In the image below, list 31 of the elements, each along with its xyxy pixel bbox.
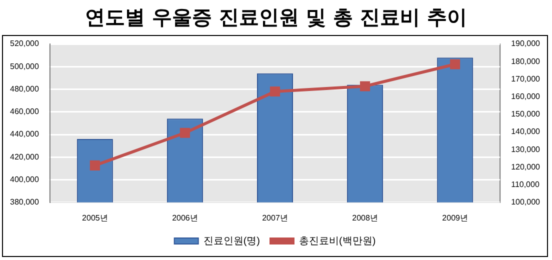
y2-tick-label: 110,000 [511, 180, 540, 190]
point [360, 81, 370, 92]
x-tick-label: 2009년 [442, 213, 468, 222]
y2-tick-label: 140,000 [511, 127, 541, 136]
y-tick-label: 400,000 [10, 174, 40, 184]
y-tick-label: 440,000 [10, 130, 40, 139]
point [450, 59, 460, 70]
y2-tick-label: 150,000 [511, 110, 541, 119]
x-tick-label: 2005년 [82, 213, 108, 222]
y2-tick-label: 120,000 [511, 162, 541, 172]
y-tick-label: 500,000 [10, 62, 40, 71]
x-tick-label: 2007년 [262, 213, 288, 222]
legend-label: 진료인원(명) [203, 236, 260, 247]
x-tick-label: 2006년 [172, 213, 198, 222]
chart-title: 연도별 우울증 진료인원 및 총 진료비 추이 [84, 4, 468, 31]
y2-tick-label: 180,000 [511, 56, 541, 66]
y-tick-label: 460,000 [10, 107, 40, 116]
y2-tick-label: 190,000 [511, 39, 541, 48]
point [90, 160, 100, 170]
y-tick-label: 420,000 [10, 152, 40, 162]
x-tick-label: 2008년 [352, 213, 378, 222]
y2-tick-label: 100,000 [511, 198, 541, 207]
y-tick-label: 480,000 [10, 84, 40, 94]
y-tick-label: 520,000 [10, 39, 40, 48]
y2-tick-label: 160,000 [511, 92, 541, 102]
y2-tick-label: 130,000 [511, 144, 541, 154]
point [270, 86, 280, 97]
point [180, 128, 190, 138]
legend-label: 총진료비(백만원) [299, 236, 376, 247]
y2-tick-label: 170,000 [511, 74, 541, 84]
y-tick-label: 380,000 [10, 198, 40, 207]
